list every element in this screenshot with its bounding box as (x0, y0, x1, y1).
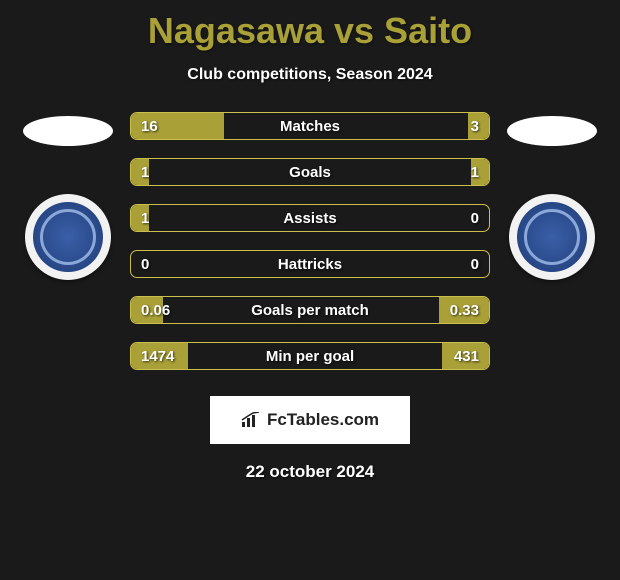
stat-bar: 1Assists0 (130, 204, 490, 232)
stat-value-right: 0.33 (450, 302, 479, 319)
date-line: 22 october 2024 (0, 462, 620, 482)
left-player-col (18, 112, 118, 280)
stat-label: Assists (131, 210, 489, 227)
stat-bar: 1Goals1 (130, 158, 490, 186)
club-badge-icon (517, 202, 587, 272)
right-player-col (502, 112, 602, 280)
branding-text: FcTables.com (267, 410, 379, 430)
stat-value-right: 1 (471, 164, 479, 181)
stat-label: Goals per match (131, 302, 489, 319)
club-badge-icon (33, 202, 103, 272)
stat-value-right: 3 (471, 118, 479, 135)
branding-badge: FcTables.com (210, 396, 410, 444)
stat-bar: 0Hattricks0 (130, 250, 490, 278)
stat-bar: 1474Min per goal431 (130, 342, 490, 370)
stat-value-right: 0 (471, 210, 479, 227)
left-club-badge (25, 194, 111, 280)
comparison-row: 16Matches31Goals11Assists00Hattricks00.0… (0, 112, 620, 370)
stat-value-right: 0 (471, 256, 479, 273)
stat-label: Goals (131, 164, 489, 181)
subtitle: Club competitions, Season 2024 (0, 66, 620, 84)
left-flag-icon (23, 116, 113, 146)
page-title: Nagasawa vs Saito (0, 0, 620, 52)
stat-label: Matches (131, 118, 489, 135)
stat-bar: 0.06Goals per match0.33 (130, 296, 490, 324)
stat-value-right: 431 (454, 348, 479, 365)
chart-icon (241, 412, 261, 428)
right-club-badge (509, 194, 595, 280)
right-flag-icon (507, 116, 597, 146)
stats-bars: 16Matches31Goals11Assists00Hattricks00.0… (130, 112, 490, 370)
stat-label: Hattricks (131, 256, 489, 273)
stat-label: Min per goal (131, 348, 489, 365)
stat-bar: 16Matches3 (130, 112, 490, 140)
